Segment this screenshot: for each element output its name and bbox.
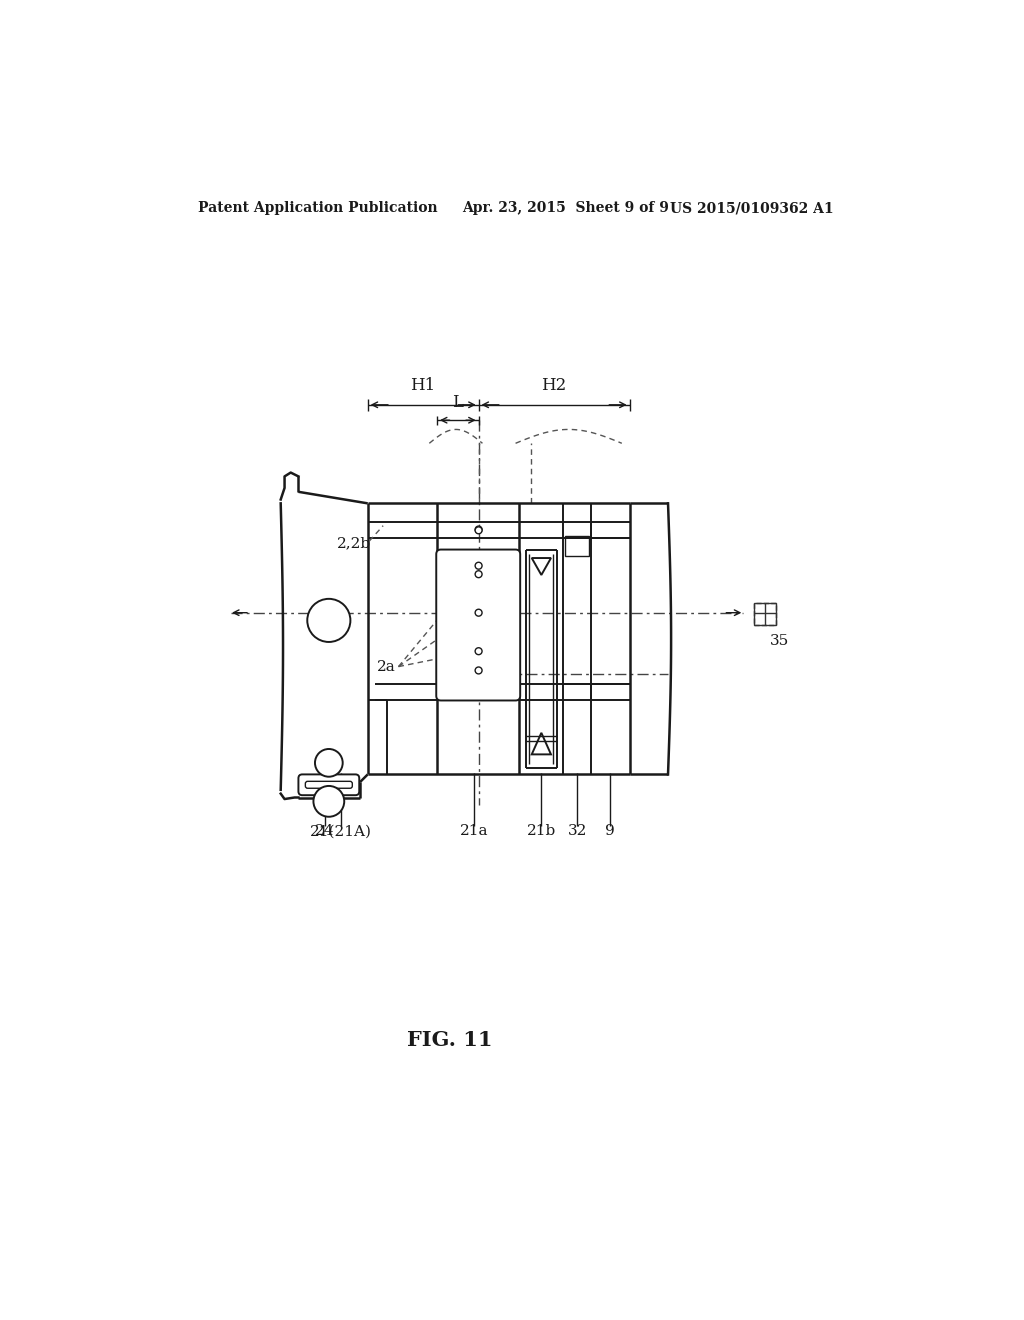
Bar bbox=[755, 603, 776, 626]
Text: 21(21A): 21(21A) bbox=[310, 825, 372, 838]
Circle shape bbox=[475, 570, 482, 578]
Text: FIG. 11: FIG. 11 bbox=[408, 1030, 493, 1049]
Text: 35: 35 bbox=[770, 635, 788, 648]
Circle shape bbox=[313, 785, 344, 817]
Circle shape bbox=[475, 527, 482, 533]
FancyBboxPatch shape bbox=[436, 549, 520, 701]
Text: H2: H2 bbox=[542, 378, 566, 395]
Text: US 2015/0109362 A1: US 2015/0109362 A1 bbox=[670, 202, 834, 215]
Text: 2a: 2a bbox=[377, 660, 395, 673]
FancyBboxPatch shape bbox=[298, 775, 359, 795]
Text: 21b: 21b bbox=[526, 825, 556, 838]
Circle shape bbox=[475, 527, 482, 533]
Circle shape bbox=[315, 748, 343, 776]
Text: 32: 32 bbox=[567, 825, 587, 838]
Text: 24: 24 bbox=[315, 825, 335, 838]
Circle shape bbox=[475, 610, 482, 616]
Text: 21a: 21a bbox=[460, 825, 488, 838]
Bar bbox=[565, 536, 590, 557]
Text: Patent Application Publication: Patent Application Publication bbox=[199, 202, 438, 215]
FancyBboxPatch shape bbox=[305, 781, 352, 788]
Circle shape bbox=[475, 648, 482, 655]
Text: 2,2b: 2,2b bbox=[337, 536, 371, 550]
Circle shape bbox=[475, 667, 482, 675]
Text: Apr. 23, 2015  Sheet 9 of 9: Apr. 23, 2015 Sheet 9 of 9 bbox=[462, 202, 669, 215]
Text: L: L bbox=[453, 393, 463, 411]
Circle shape bbox=[475, 562, 482, 569]
Text: H1: H1 bbox=[411, 378, 436, 395]
Bar bbox=[755, 603, 776, 626]
Circle shape bbox=[307, 599, 350, 642]
Text: 9: 9 bbox=[605, 825, 615, 838]
